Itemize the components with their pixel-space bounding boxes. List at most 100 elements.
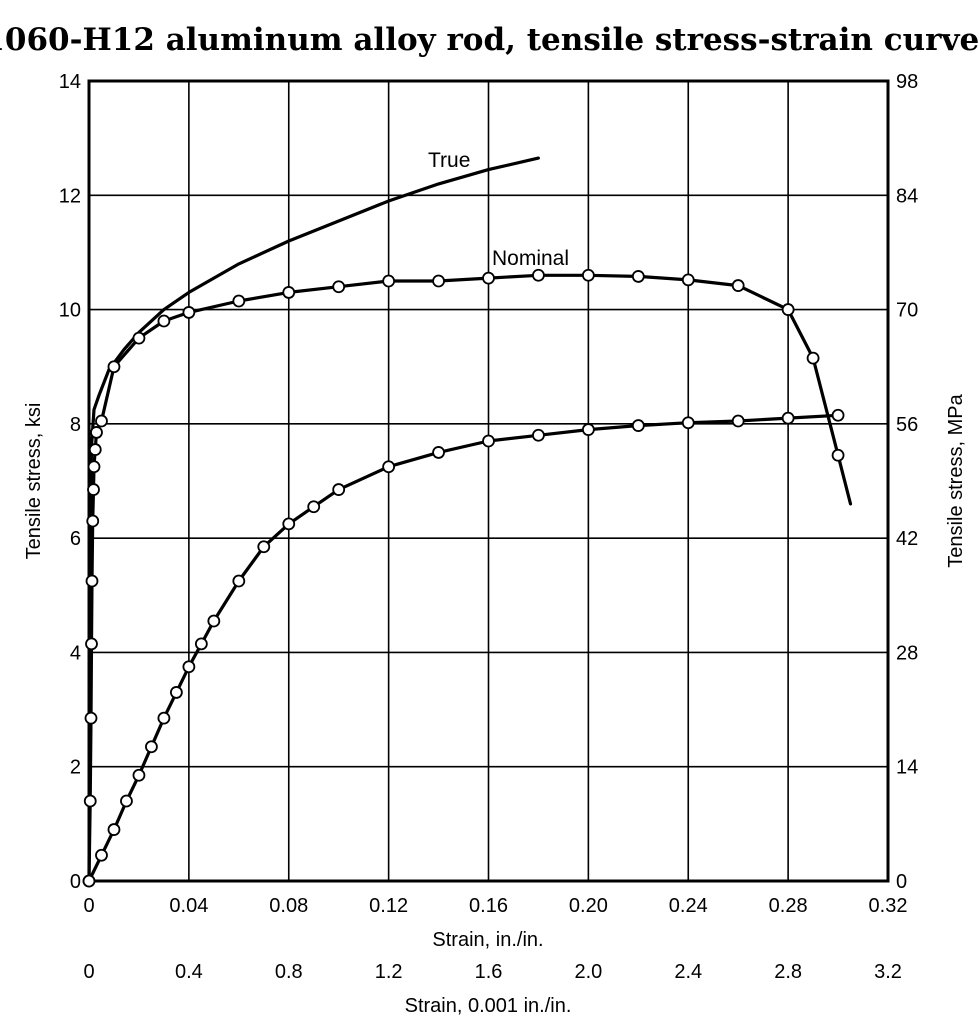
data-point-unlabeled-2: [132, 768, 146, 782]
x-primary-tick-label: 0.28: [769, 895, 808, 917]
data-point-nominal: [132, 331, 146, 345]
data-point-unlabeled-2: [382, 460, 396, 474]
x-primary-tick-label: 0.32: [869, 895, 908, 917]
x-primary-tick-label: 0.04: [169, 895, 208, 917]
data-point-unlabeled-2: [532, 428, 545, 442]
data-point-nominal: [282, 286, 296, 299]
data-point-nominal: [232, 294, 246, 308]
data-point-nominal: [182, 306, 196, 319]
data-point-unlabeled-2: [332, 483, 346, 496]
y-left-tick-label: 14: [59, 71, 81, 93]
x-primary-tick-label: 0.24: [669, 895, 708, 917]
data-point-nominal: [83, 794, 97, 808]
data-point-nominal: [432, 274, 445, 288]
data-point-unlabeled-2: [282, 517, 296, 531]
data-point-nominal: [157, 314, 171, 328]
y-left-tick-label: 8: [70, 414, 81, 436]
x-primary-tick-label: 0: [83, 895, 94, 917]
x-secondary-tick-label: 3.2: [874, 961, 902, 983]
data-point-nominal: [806, 351, 820, 365]
y-left-tick-label: 10: [59, 300, 81, 322]
y-right-tick-label: 56: [896, 414, 918, 436]
x-secondary-tick-label: 2.0: [574, 961, 602, 983]
y-right-tick-label: 0: [896, 871, 907, 893]
y-left-tick-label: 0: [70, 871, 81, 893]
data-point-unlabeled-2: [232, 574, 246, 588]
data-point-unlabeled-2: [307, 500, 321, 514]
data-point-nominal: [382, 274, 396, 288]
series-line-true: [87, 156, 540, 883]
data-point-unlabeled-2: [781, 411, 795, 425]
x-secondary-tick-label: 0.8: [275, 961, 303, 983]
data-point-unlabeled-2: [207, 614, 221, 628]
y-right-tick-label: 84: [896, 185, 918, 207]
y-left-tick-labels: 0 2 4 6 8 10 12 14: [59, 71, 81, 893]
series-layer: [82, 156, 853, 888]
data-point-nominal: [90, 426, 103, 439]
data-point-nominal: [95, 414, 108, 428]
data-point-nominal: [85, 637, 98, 651]
chart-title: 1060-H12 aluminum alloy rod, tensile str…: [0, 22, 980, 58]
x-primary-tick-label: 0.08: [269, 895, 308, 917]
data-point-nominal: [532, 268, 545, 282]
x-secondary-tick-label: 0.4: [175, 961, 203, 983]
x-primary-tick-label: 0.16: [469, 895, 508, 917]
data-point-unlabeled-2: [169, 686, 183, 699]
y-left-tick-label: 4: [70, 642, 81, 664]
data-point-nominal: [781, 303, 795, 316]
series-label-nominal: Nominal: [492, 247, 569, 270]
y-left-tick-label: 2: [70, 757, 81, 779]
plot-frame: [87, 79, 890, 883]
y-right-axis-label: Tensile stress, MPa: [945, 393, 967, 567]
data-point-nominal: [84, 711, 98, 725]
y-right-tick-label: 98: [896, 71, 918, 93]
x-secondary-tick-label: 2.8: [774, 961, 802, 983]
y-left-axis-label: Tensile stress, ksi: [23, 403, 45, 560]
x-primary-tick-label: 0.12: [369, 895, 408, 917]
data-point-nominal: [631, 270, 645, 283]
data-point-unlabeled-2: [482, 434, 495, 448]
data-point-nominal: [107, 360, 121, 374]
data-point-nominal: [731, 279, 745, 292]
x-primary-tick-labels: 0 0.04 0.08 0.12 0.16 0.20 0.24 0.28 0.32: [83, 895, 907, 917]
x-primary-axis-label: Strain, in./in.: [432, 929, 543, 951]
data-point-unlabeled-2: [145, 740, 158, 754]
data-point-unlabeled-2: [194, 637, 208, 651]
y-right-tick-label: 42: [896, 528, 918, 550]
data-point-nominal: [85, 574, 99, 588]
grid-lines: [89, 81, 888, 881]
data-point-unlabeled-2: [681, 416, 695, 430]
series-label-true: True: [428, 149, 470, 172]
y-right-tick-label: 28: [896, 642, 918, 664]
data-point-unlabeled-2: [631, 419, 645, 432]
data-point-unlabeled-2: [157, 711, 171, 725]
y-right-tick-labels: 0 14 28 42 56 70 84 98: [896, 71, 918, 893]
data-point-unlabeled-2: [82, 874, 96, 888]
data-point-unlabeled-2: [432, 446, 445, 459]
x-secondary-tick-labels: 0 0.4 0.8 1.2 1.6 2.0 2.4 2.8 3.2: [83, 961, 901, 983]
data-point-nominal: [86, 514, 100, 528]
data-point-unlabeled-2: [731, 414, 745, 428]
series-line-nominal: [87, 273, 853, 883]
data-point-unlabeled-2: [831, 408, 845, 422]
data-point-nominal: [482, 271, 495, 285]
data-point-unlabeled-2: [95, 848, 108, 862]
x-secondary-tick-label: 1.2: [375, 961, 403, 983]
y-right-tick-label: 70: [896, 300, 918, 322]
data-point-nominal: [87, 483, 100, 496]
data-point-unlabeled-2: [257, 540, 271, 554]
data-point-nominal: [332, 280, 346, 294]
data-point-unlabeled-2: [182, 660, 196, 674]
data-point-nominal: [831, 448, 845, 462]
x-secondary-tick-label: 2.4: [674, 961, 702, 983]
data-point-nominal: [87, 460, 101, 474]
data-point-unlabeled-2: [581, 423, 595, 436]
data-point-unlabeled-2: [107, 823, 121, 836]
x-secondary-axis-label: Strain, 0.001 in./in.: [405, 995, 572, 1017]
y-left-tick-label: 12: [59, 185, 81, 207]
x-secondary-tick-label: 0: [83, 961, 94, 983]
y-right-tick-label: 14: [896, 757, 918, 779]
data-point-nominal: [88, 443, 102, 456]
data-point-nominal: [681, 273, 695, 287]
